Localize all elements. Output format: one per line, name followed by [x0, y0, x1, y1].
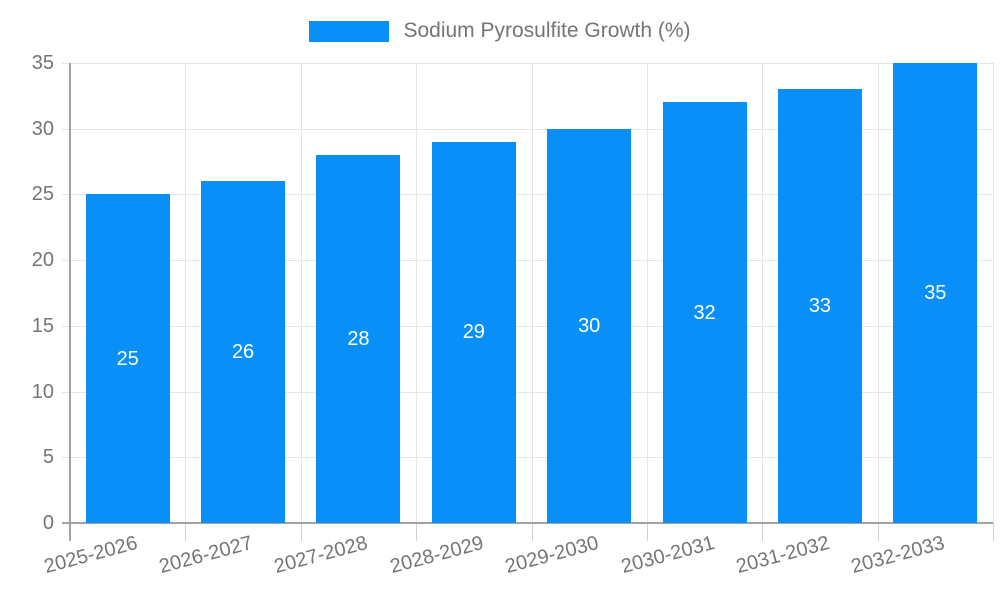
x-axis-tick [185, 523, 186, 541]
x-gridline [301, 63, 302, 523]
x-gridline [185, 63, 186, 523]
y-axis-tick [62, 63, 70, 64]
bar [85, 194, 170, 523]
x-tick-label: 2030-2031 [618, 531, 717, 578]
y-gridline [70, 194, 993, 195]
y-tick-label: 10 [31, 381, 54, 403]
bar-value-label: 28 [347, 328, 370, 350]
bar-value-label: 25 [116, 347, 139, 370]
y-tick-label: 0 [42, 512, 54, 534]
y-axis-tick [62, 326, 70, 327]
y-axis-tick [62, 457, 70, 458]
bar [201, 181, 286, 523]
legend: Sodium Pyrosulfite Growth (%) [0, 19, 1000, 43]
bar [893, 63, 978, 523]
legend-swatch [309, 20, 390, 42]
x-gridline [647, 63, 648, 523]
y-axis-tick [62, 392, 70, 393]
x-axis-tick [301, 523, 302, 541]
y-axis-line [69, 63, 71, 541]
x-gridline [878, 63, 879, 523]
x-tick-label: 2031-2032 [733, 531, 832, 578]
x-axis-tick [532, 523, 533, 541]
bar-value-label: 26 [231, 341, 255, 364]
x-tick-label: 2032-2033 [849, 531, 948, 578]
x-gridline [762, 63, 763, 523]
x-gridline [532, 63, 533, 523]
x-tick-label: 2025-2026 [41, 531, 140, 578]
x-axis-tick [647, 523, 648, 541]
bar-value-label: 29 [462, 321, 485, 344]
bar [777, 89, 862, 523]
bar [431, 141, 516, 523]
bar [547, 128, 632, 523]
bar [662, 102, 747, 523]
y-gridline [70, 63, 993, 64]
bar-value-label: 33 [808, 295, 832, 318]
x-gridline [993, 63, 994, 523]
legend-label: Sodium Pyrosulfite Growth (%) [403, 19, 691, 42]
bar-value-label: 32 [693, 301, 716, 324]
y-tick-label: 35 [31, 52, 54, 74]
x-tick-label: 2028-2029 [387, 531, 486, 578]
y-tick-label: 15 [31, 315, 54, 337]
y-gridline [70, 129, 993, 130]
x-tick-label: 2027-2028 [272, 531, 371, 578]
bar-value-label: 35 [924, 282, 947, 304]
x-axis-tick [762, 523, 763, 541]
y-gridline [70, 326, 993, 327]
x-gridline [416, 63, 417, 523]
y-tick-label: 30 [31, 118, 54, 140]
y-tick-label: 20 [31, 249, 54, 271]
bar-value-label: 30 [578, 314, 601, 337]
x-tick-label: 2029-2030 [503, 531, 602, 578]
x-tick-label: 2026-2027 [156, 531, 256, 578]
x-axis-line [62, 522, 993, 524]
y-gridline [70, 457, 993, 458]
x-axis-tick [993, 523, 994, 541]
y-axis-tick [62, 194, 70, 195]
bar [316, 155, 401, 523]
y-axis-tick [62, 129, 70, 130]
y-gridline [70, 260, 993, 261]
x-axis-tick [416, 523, 417, 541]
y-tick-label: 5 [42, 446, 54, 468]
y-gridline [70, 392, 993, 393]
x-axis-tick [878, 523, 879, 541]
y-axis-tick [62, 260, 70, 261]
y-tick-label: 25 [31, 183, 54, 205]
